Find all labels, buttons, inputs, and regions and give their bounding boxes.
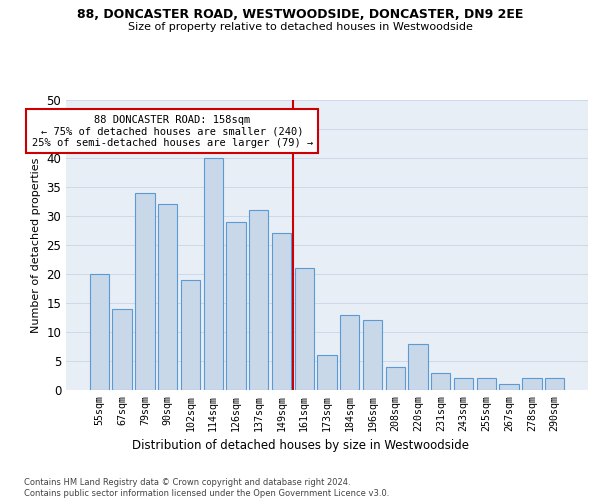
Bar	[181, 280, 200, 390]
Bar	[545, 378, 564, 390]
Bar	[476, 378, 496, 390]
Bar	[409, 344, 428, 390]
Bar	[363, 320, 382, 390]
Bar	[135, 193, 155, 390]
Bar	[499, 384, 519, 390]
Text: Contains HM Land Registry data © Crown copyright and database right 2024.
Contai: Contains HM Land Registry data © Crown c…	[24, 478, 389, 498]
Bar	[90, 274, 109, 390]
Text: Distribution of detached houses by size in Westwoodside: Distribution of detached houses by size …	[131, 440, 469, 452]
Bar	[272, 234, 291, 390]
Bar	[226, 222, 245, 390]
Bar	[386, 367, 405, 390]
Bar	[295, 268, 314, 390]
Bar	[317, 355, 337, 390]
Text: 88 DONCASTER ROAD: 158sqm
← 75% of detached houses are smaller (240)
25% of semi: 88 DONCASTER ROAD: 158sqm ← 75% of detac…	[32, 114, 313, 148]
Bar	[454, 378, 473, 390]
Y-axis label: Number of detached properties: Number of detached properties	[31, 158, 41, 332]
Bar	[340, 314, 359, 390]
Bar	[249, 210, 268, 390]
Bar	[158, 204, 178, 390]
Bar	[431, 372, 451, 390]
Bar	[112, 309, 132, 390]
Bar	[522, 378, 542, 390]
Text: Size of property relative to detached houses in Westwoodside: Size of property relative to detached ho…	[128, 22, 472, 32]
Bar	[203, 158, 223, 390]
Text: 88, DONCASTER ROAD, WESTWOODSIDE, DONCASTER, DN9 2EE: 88, DONCASTER ROAD, WESTWOODSIDE, DONCAS…	[77, 8, 523, 20]
